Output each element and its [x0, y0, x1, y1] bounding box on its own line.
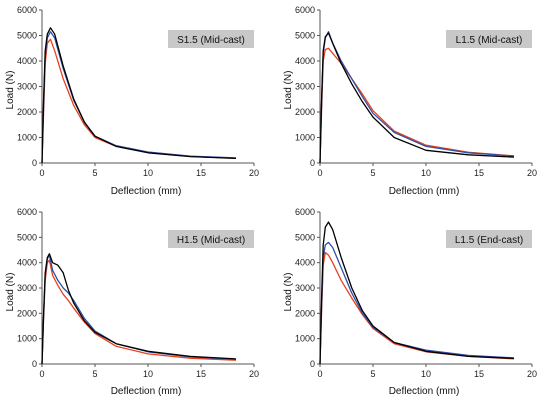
- x-tick-label: 5: [370, 168, 375, 178]
- x-tick-label: 15: [196, 168, 206, 178]
- x-axis-label: Deflection (mm): [389, 386, 460, 397]
- y-tick-label: 6000: [17, 207, 37, 217]
- y-tick-label: 3000: [295, 283, 315, 293]
- chart-title: L1.5 (End-cast): [455, 235, 523, 246]
- series-line-red: [41, 38, 237, 164]
- series-line-black: [319, 32, 515, 164]
- x-tick-label: 20: [249, 369, 259, 379]
- panel-h1-5-mid-cast: 0 5 10 15 20 0 1000 2000 3000 4000 5000 6000 H1.5 (…: [5, 207, 259, 397]
- y-tick-label: 6000: [295, 207, 315, 217]
- x-tick-label: 10: [143, 369, 153, 379]
- y-tick-label: 1000: [295, 133, 315, 143]
- y-tick-label: 2000: [17, 308, 37, 318]
- plot-area: 0 5 10 15 20 0 1000 2000 3000 4000 5000 6000: [17, 207, 259, 379]
- x-axis-label: Deflection (mm): [111, 186, 182, 197]
- panel-l1-5-end-cast: 0 5 10 15 20 0 1000 2000 3000 4000 5000 6000 L1.5 (…: [283, 207, 537, 397]
- x-tick-label: 15: [196, 369, 206, 379]
- x-tick-label: 20: [527, 168, 537, 178]
- chart-title: H1.5 (Mid-cast): [177, 235, 245, 246]
- y-tick-label: 4000: [295, 258, 315, 268]
- series-line-blue: [319, 31, 515, 164]
- x-tick-label: 5: [370, 369, 375, 379]
- y-axis-label: Load (N): [5, 273, 16, 312]
- y-tick-label: 6000: [17, 5, 37, 15]
- y-tick-label: 4000: [17, 258, 37, 268]
- series-line-black: [41, 253, 237, 365]
- y-axis-label: Load (N): [283, 273, 294, 312]
- y-tick-label: 3000: [17, 283, 37, 293]
- y-axis-label: Load (N): [283, 71, 294, 110]
- y-tick-label: 6000: [295, 5, 315, 15]
- y-tick-label: 2000: [295, 107, 315, 117]
- x-tick-label: 20: [527, 369, 537, 379]
- x-tick-label: 10: [143, 168, 153, 178]
- y-tick-label: 0: [310, 158, 315, 168]
- x-tick-label: 15: [474, 168, 484, 178]
- series-line-red: [319, 47, 515, 164]
- x-tick-label: 0: [39, 369, 44, 379]
- x-tick-label: 0: [317, 168, 322, 178]
- y-tick-label: 5000: [17, 31, 37, 41]
- panel-l1-5-mid-cast: 0 5 10 15 20 0 1000 2000 3000 4000 5000 6000 L1.5 (…: [283, 5, 537, 197]
- y-tick-label: 2000: [295, 308, 315, 318]
- x-tick-label: 20: [249, 168, 259, 178]
- y-tick-label: 0: [32, 158, 37, 168]
- x-tick-label: 0: [39, 168, 44, 178]
- title-tag-background: [446, 30, 532, 48]
- y-tick-label: 0: [32, 359, 37, 369]
- series-line-black: [319, 221, 515, 365]
- chart-title: S1.5 (Mid-cast): [177, 35, 245, 46]
- chart-title: L1.5 (Mid-cast): [456, 35, 523, 46]
- y-tick-label: 1000: [17, 133, 37, 143]
- y-tick-label: 3000: [295, 82, 315, 92]
- y-tick-label: 5000: [17, 232, 37, 242]
- y-tick-label: 4000: [17, 56, 37, 66]
- title-tag-background: [168, 230, 254, 248]
- y-tick-label: 0: [310, 359, 315, 369]
- series-line-blue: [319, 241, 515, 365]
- series-line-red: [41, 259, 237, 365]
- x-tick-label: 5: [92, 168, 97, 178]
- x-tick-label: 10: [421, 369, 431, 379]
- y-tick-label: 4000: [295, 56, 315, 66]
- series-line-red: [319, 251, 515, 365]
- series-line-blue: [41, 254, 237, 365]
- y-tick-label: 5000: [295, 31, 315, 41]
- y-tick-label: 1000: [295, 334, 315, 344]
- title-tag-background: [168, 30, 254, 48]
- y-tick-label: 3000: [17, 82, 37, 92]
- x-axis-label: Deflection (mm): [111, 386, 182, 397]
- series-line-black: [41, 27, 237, 164]
- plot-area: 0 5 10 15 20 0 1000 2000 3000 4000 5000 6000: [295, 5, 537, 178]
- x-tick-label: 15: [474, 369, 484, 379]
- plot-area: 0 5 10 15 20 0 1000 2000 3000 4000 5000 6000: [295, 207, 537, 379]
- panel-s1-5-mid-cast: 0 5 10 15 20 0 1000 2000 3000 4000 5000 6000 S1.5 (…: [5, 5, 259, 197]
- plot-area: 0 5 10 15 20 0 1000 2000 3000 4000 5000 6000: [17, 5, 259, 178]
- y-axis-label: Load (N): [5, 71, 16, 110]
- y-tick-label: 5000: [295, 232, 315, 242]
- title-tag-background: [446, 230, 532, 248]
- x-tick-label: 10: [421, 168, 431, 178]
- x-tick-label: 5: [92, 369, 97, 379]
- y-tick-label: 2000: [17, 107, 37, 117]
- x-axis-label: Deflection (mm): [389, 186, 460, 197]
- y-tick-label: 1000: [17, 334, 37, 344]
- x-tick-label: 0: [317, 369, 322, 379]
